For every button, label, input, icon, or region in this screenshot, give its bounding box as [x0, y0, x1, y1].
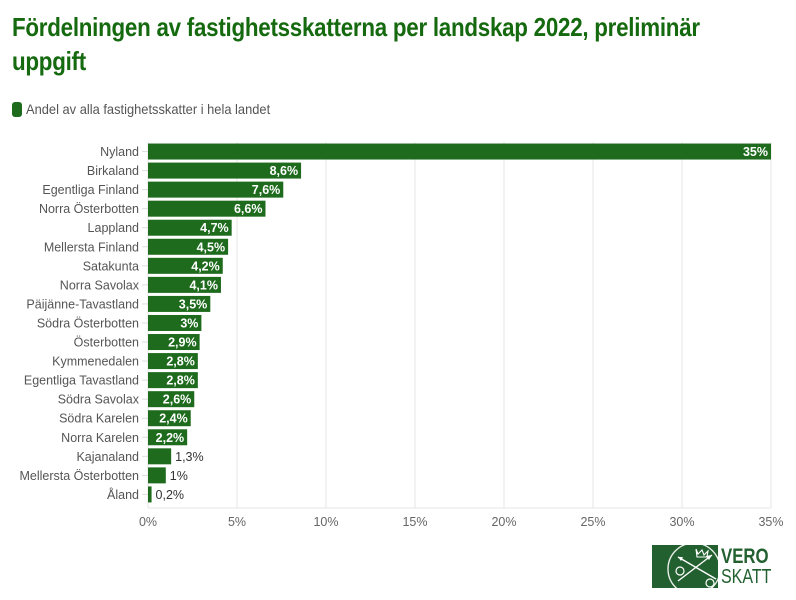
value-label: 3% — [180, 316, 198, 330]
value-label: 3,5% — [179, 297, 208, 311]
x-tick-label: 25% — [580, 515, 605, 529]
logo-skatt: SKATT — [721, 565, 772, 588]
category-label: Egentliga Finland — [42, 183, 139, 197]
value-label: 0,2% — [156, 488, 185, 502]
x-tick-label: 35% — [758, 515, 783, 529]
value-label: 1% — [170, 469, 188, 483]
x-tick-label: 15% — [402, 515, 427, 529]
category-label: Mellersta Finland — [44, 240, 139, 254]
bar[interactable] — [148, 314, 202, 331]
value-label: 1,3% — [175, 450, 204, 464]
x-tick-label: 20% — [491, 515, 516, 529]
value-label: 4,7% — [200, 221, 229, 235]
chart-title: Fördelningen av fastighetsskatterna per … — [12, 12, 700, 76]
vero-skatt-logo: VERO SKATT — [652, 545, 784, 588]
value-label: 4,5% — [197, 240, 226, 254]
legend[interactable]: Andel av alla fastighetsskatter i hela l… — [12, 100, 291, 118]
category-label: Mellersta Österbotten — [20, 469, 140, 483]
value-label: 2,2% — [156, 431, 185, 445]
value-label: 8,6% — [270, 164, 299, 178]
bar[interactable] — [148, 143, 771, 160]
value-label: 7,6% — [252, 183, 281, 197]
category-label: Södra Karelen — [59, 412, 139, 426]
category-label: Södra Österbotten — [37, 316, 139, 330]
category-label: Nyland — [100, 145, 139, 159]
category-label: Norra Österbotten — [39, 202, 139, 216]
value-label: 2,8% — [166, 374, 195, 388]
x-tick-label: 10% — [313, 515, 338, 529]
category-label: Birkaland — [87, 164, 139, 178]
bar[interactable] — [148, 276, 221, 293]
bar[interactable] — [148, 372, 198, 389]
bar[interactable] — [148, 467, 166, 484]
gridlines — [142, 142, 772, 509]
category-label: Kajanaland — [76, 450, 139, 464]
emblem-icon — [652, 545, 719, 588]
category-label: Österbotten — [74, 336, 139, 350]
category-label: Norra Savolax — [60, 278, 140, 292]
value-label: 6,6% — [234, 202, 263, 216]
bar[interactable] — [148, 410, 191, 427]
value-label: 4,2% — [191, 259, 220, 273]
legend-label: Andel av alla fastighetsskatter i hela l… — [26, 101, 271, 117]
bar[interactable] — [148, 200, 266, 217]
bar[interactable] — [148, 162, 302, 179]
category-label: Lappland — [88, 221, 139, 235]
category-label: Södra Savolax — [58, 393, 140, 407]
value-labels: 35% 8,6% 7,6% 6,6% 4,7% 4,5% 4,2% 4,1% 3,5% 3% 2,9… — [156, 145, 768, 502]
category-label: Egentliga Tavastland — [24, 374, 139, 388]
bar[interactable] — [148, 429, 188, 446]
value-label: 4,1% — [189, 278, 218, 292]
bar[interactable] — [148, 448, 172, 465]
bar[interactable] — [148, 391, 195, 408]
x-tick-label: 5% — [228, 515, 246, 529]
legend-swatch — [12, 101, 22, 117]
bar[interactable] — [148, 181, 284, 198]
category-label: Päijänne-Tavastland — [26, 297, 139, 311]
category-label: Åland — [107, 487, 139, 502]
bar[interactable] — [148, 353, 198, 370]
category-label: Kymmenedalen — [52, 355, 139, 369]
category-label: Norra Karelen — [61, 431, 139, 445]
bar[interactable] — [148, 334, 200, 351]
bar[interactable] — [148, 295, 211, 312]
x-axis-ticks: 0% 5% 10% 15% 20% 25% 30% 35% — [139, 515, 784, 529]
value-label: 2,9% — [168, 336, 197, 350]
value-label: 2,6% — [163, 393, 192, 407]
value-label: 35% — [743, 145, 768, 159]
bars — [148, 143, 771, 503]
category-label: Satakunta — [83, 259, 139, 273]
bar[interactable] — [148, 257, 223, 274]
category-labels: Nyland Birkaland Egentliga Finland Norra Ös… — [20, 145, 140, 502]
logo-vero: VERO — [721, 544, 769, 568]
value-label: 2,4% — [159, 412, 188, 426]
value-label: 2,8% — [166, 355, 195, 369]
bar[interactable] — [148, 238, 229, 255]
bar[interactable] — [148, 486, 152, 503]
bar[interactable] — [148, 219, 232, 236]
x-tick-label: 30% — [669, 515, 694, 529]
x-tick-label: 0% — [139, 515, 157, 529]
bar-chart: 0% 5% 10% 15% 20% 25% 30% 35% Nyland Birkaland Eg… — [20, 142, 784, 529]
